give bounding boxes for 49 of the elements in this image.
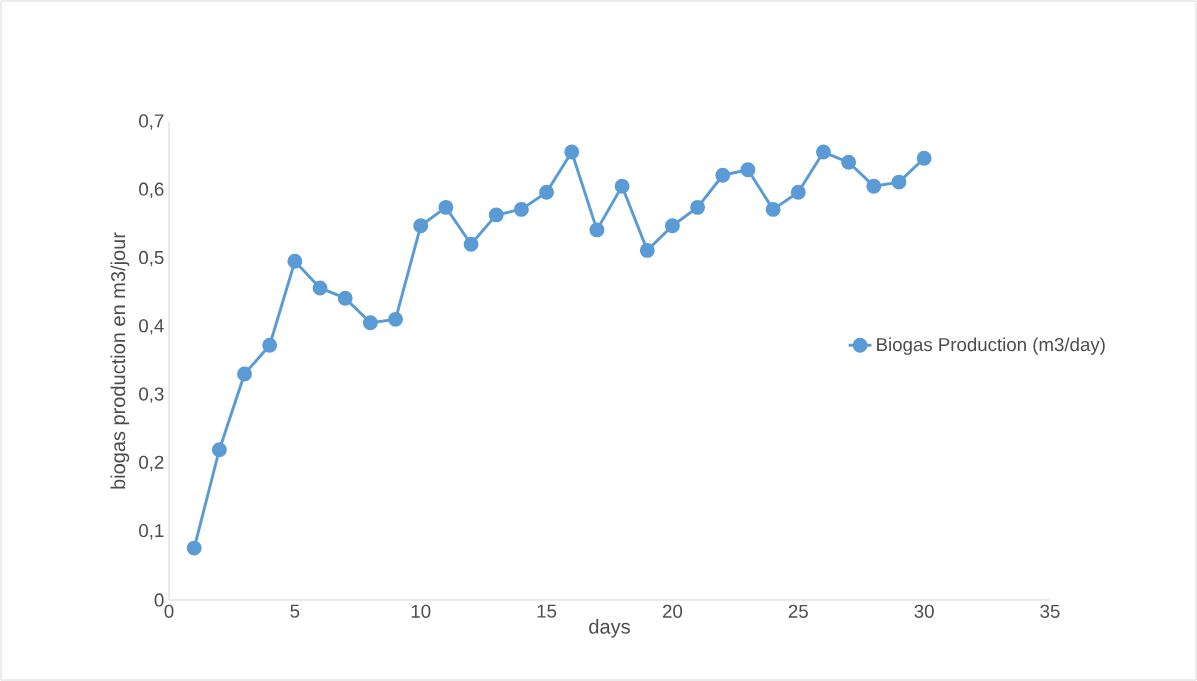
point (866, 178, 882, 194)
point (589, 222, 605, 238)
point (463, 236, 479, 252)
point (539, 184, 555, 200)
x-tick-label: 5 (290, 604, 300, 618)
y-tick-label: 0,3 (139, 387, 164, 403)
point (891, 174, 907, 190)
point (362, 315, 378, 331)
point (488, 207, 504, 223)
point (438, 199, 454, 215)
y-tick-label: 0,6 (139, 182, 164, 198)
point (790, 184, 806, 200)
x-tick-label: 25 (788, 604, 808, 618)
point (262, 337, 278, 353)
point (287, 253, 303, 269)
y-tick-label: 0,4 (139, 319, 164, 335)
point (765, 201, 781, 217)
y-tick-label: 0,5 (139, 250, 164, 267)
y-tick-label: 0,2 (139, 455, 164, 472)
point (690, 199, 706, 215)
point (513, 201, 529, 217)
x-tick-label: 15 (537, 604, 557, 618)
point (740, 162, 756, 178)
x-tick-label: 20 (662, 604, 683, 618)
point (614, 178, 630, 194)
point (413, 218, 429, 234)
legend-label: Biogas Production (m3/day) (877, 337, 1105, 355)
y-tick-label: 0 (154, 593, 164, 607)
point (564, 144, 580, 160)
point (916, 150, 932, 166)
point (211, 442, 227, 458)
point (312, 280, 328, 296)
point (337, 290, 353, 306)
point (237, 366, 252, 382)
point (186, 540, 202, 556)
point (715, 167, 731, 183)
point (388, 311, 404, 327)
x-tick-label: 10 (411, 604, 431, 618)
x-tick-label: 30 (914, 604, 934, 618)
y-tick-label: 0,7 (139, 114, 164, 130)
y-axis-title: biogas production en m3/jour (110, 232, 130, 489)
y-tick-label: 0,1 (139, 523, 164, 540)
x-axis-title: days (589, 619, 630, 638)
x-tick-label: 0 (164, 604, 174, 618)
point (815, 144, 831, 160)
x-tick-label: 35 (1040, 604, 1060, 618)
point (841, 154, 857, 170)
point (664, 218, 680, 234)
point (639, 242, 655, 258)
